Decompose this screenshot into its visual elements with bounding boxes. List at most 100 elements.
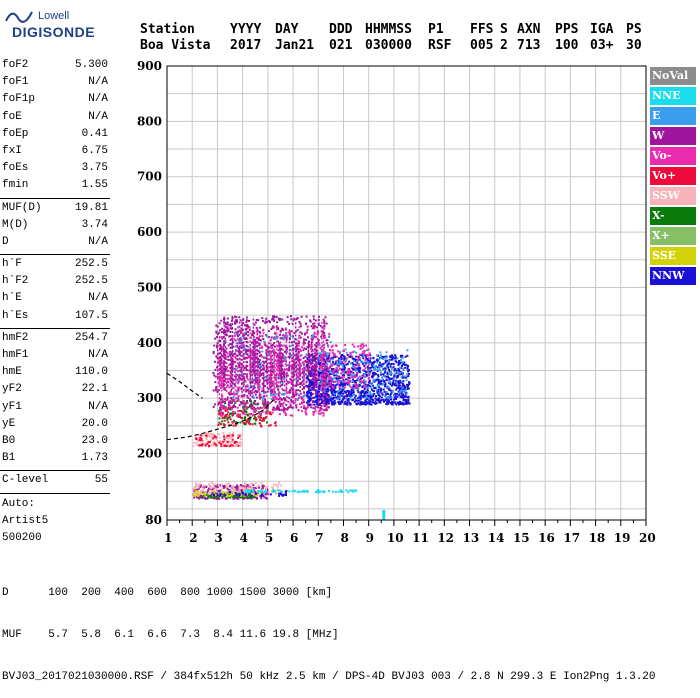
echo-point xyxy=(353,380,356,383)
echo-point xyxy=(287,406,289,409)
echo-point xyxy=(214,368,217,371)
echo-point xyxy=(364,390,367,393)
echo-point xyxy=(256,402,259,405)
echo-point xyxy=(353,396,356,399)
echo-point xyxy=(195,482,198,485)
echo-point xyxy=(401,393,404,396)
echo-point xyxy=(301,332,303,335)
echo-point xyxy=(290,318,293,321)
echo-point xyxy=(389,401,392,404)
echo-point xyxy=(274,378,277,381)
echo-point xyxy=(243,332,246,334)
echo-point xyxy=(294,384,297,387)
echo-point xyxy=(209,494,212,497)
echo-point xyxy=(276,385,278,388)
echo-point xyxy=(255,356,258,359)
echo-point xyxy=(291,349,294,352)
echo-point xyxy=(379,382,382,385)
echo-point xyxy=(325,392,328,395)
echo-point xyxy=(253,400,256,403)
echo-point xyxy=(302,349,305,352)
echo-point xyxy=(194,483,197,486)
echo-cluster xyxy=(195,434,241,448)
echo-point xyxy=(259,406,262,409)
echo-point xyxy=(262,401,265,404)
x-tick-label: 10 xyxy=(387,531,404,545)
echo-point xyxy=(271,487,274,489)
echo-point xyxy=(335,379,338,382)
param-label: M(D) xyxy=(2,218,29,231)
param-group-critical-frequencies: foF2 5.300 foF1 N/A foF1p N/A foE N/A foEp 0.… xyxy=(0,58,110,196)
echo-point xyxy=(246,402,249,405)
echo-point xyxy=(346,394,348,397)
echo-point xyxy=(213,497,215,500)
echo-point xyxy=(259,414,262,417)
echo-point xyxy=(222,383,225,385)
echo-point xyxy=(274,490,277,493)
echo-point xyxy=(320,378,322,381)
echo-point xyxy=(291,406,294,409)
echo-point xyxy=(297,350,300,353)
echo-point xyxy=(351,388,354,391)
echo-point xyxy=(246,324,249,326)
echo-point xyxy=(387,366,389,369)
echo-point xyxy=(204,442,207,445)
echo-point xyxy=(372,401,374,404)
echo-point xyxy=(197,433,200,436)
echo-point xyxy=(401,354,404,357)
echo-point xyxy=(319,398,322,401)
echo-point xyxy=(275,398,278,401)
echo-point xyxy=(357,355,360,358)
param-row: foF1 N/A xyxy=(0,75,110,92)
echo-point xyxy=(401,382,404,385)
echo-point xyxy=(322,350,325,353)
echo-point xyxy=(396,376,399,379)
echo-point xyxy=(334,362,337,365)
divider xyxy=(0,470,110,472)
echo-point xyxy=(306,385,309,388)
echo-point xyxy=(323,364,326,367)
echo-point xyxy=(233,315,236,318)
echo-point xyxy=(212,352,215,355)
echo-point xyxy=(254,321,257,324)
echo-point xyxy=(322,369,325,372)
echo-point xyxy=(317,343,320,346)
echo-point xyxy=(244,487,247,490)
echo-point xyxy=(352,386,355,389)
echo-point xyxy=(242,407,245,410)
header-label-station: Station xyxy=(140,22,195,37)
echo-point xyxy=(401,364,403,367)
echo-point xyxy=(331,401,334,404)
echo-point xyxy=(318,358,321,361)
echo-point xyxy=(406,402,409,405)
echo-point xyxy=(228,482,231,485)
echo-point xyxy=(258,422,261,425)
echo-point xyxy=(262,485,265,488)
echo-point xyxy=(264,384,267,387)
echo-point xyxy=(387,375,389,378)
echo-point xyxy=(348,489,351,492)
echo-point xyxy=(234,322,236,325)
param-row: h`Es 107.5 xyxy=(0,309,110,326)
echo-point xyxy=(338,365,340,368)
echo-point xyxy=(317,322,320,325)
echo-point xyxy=(304,394,306,397)
echo-point xyxy=(261,494,264,497)
echo-point xyxy=(329,373,331,376)
echo-point xyxy=(394,372,397,375)
param-label: B0 xyxy=(2,434,16,447)
echo-point xyxy=(383,394,386,397)
echo-point xyxy=(358,393,361,396)
echo-point xyxy=(242,412,245,415)
echo-point xyxy=(205,431,208,434)
echo-point xyxy=(377,382,380,385)
echo-point xyxy=(252,408,255,411)
echo-point xyxy=(230,337,233,340)
echo-point xyxy=(305,353,308,356)
echo-point xyxy=(353,374,356,377)
echo-point xyxy=(233,393,236,395)
echo-point xyxy=(205,434,208,437)
echo-point xyxy=(261,411,264,413)
echo-point xyxy=(243,409,246,412)
echo-point xyxy=(358,375,361,378)
